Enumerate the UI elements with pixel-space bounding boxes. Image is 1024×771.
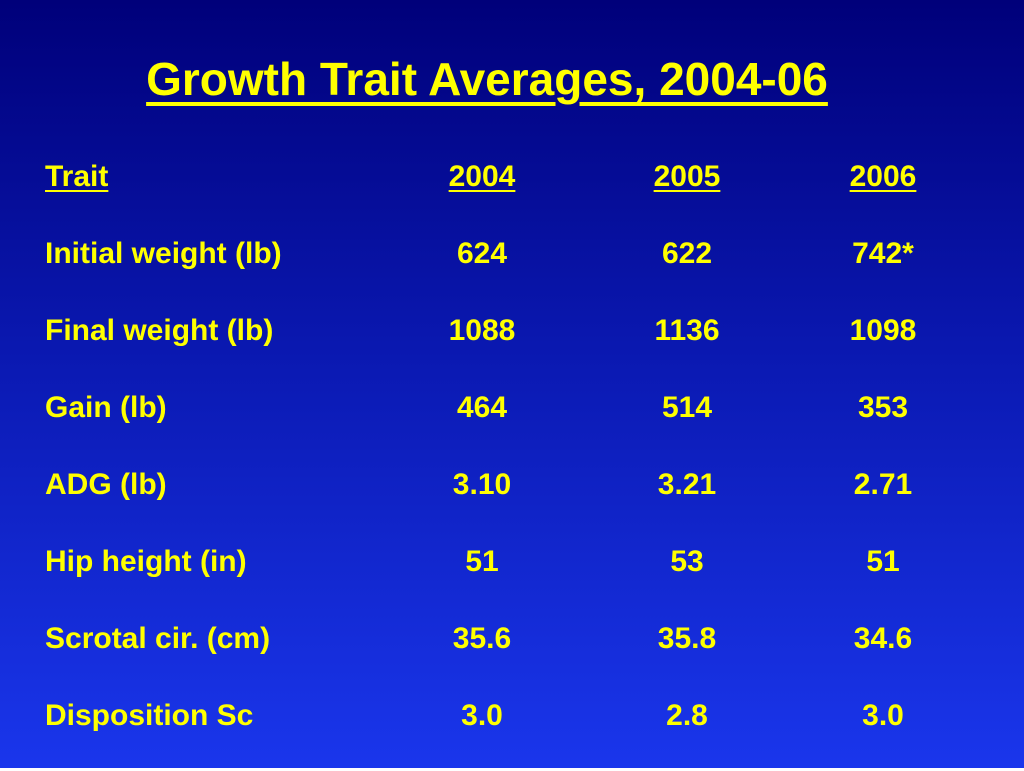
table-row: Scrotal cir. (cm) 35.6 35.8 34.6 <box>45 617 945 694</box>
value-2005: 622 <box>661 237 713 270</box>
trait-label: Gain (lb) <box>45 391 167 424</box>
value-2004: 464 <box>456 391 508 424</box>
value-2004: 3.10 <box>452 468 512 501</box>
value-2005: 35.8 <box>657 622 717 655</box>
value-2004: 624 <box>456 237 508 270</box>
header-2006: 2006 <box>849 160 917 193</box>
value-2004: 51 <box>465 545 499 578</box>
value-2006: 3.0 <box>862 699 904 732</box>
growth-trait-table: Trait 2004 2005 2006 Initial weight (lb)… <box>45 155 945 771</box>
table-row: Gain (lb) 464 514 353 <box>45 386 945 463</box>
value-2004: 1088 <box>448 314 516 347</box>
table-header-row: Trait 2004 2005 2006 <box>45 155 945 232</box>
value-2004: 35.6 <box>452 622 512 655</box>
value-2005: 53 <box>670 545 704 578</box>
value-2006: 34.6 <box>853 622 913 655</box>
trait-label: ADG (lb) <box>45 468 167 501</box>
table-row: Hip height (in) 51 53 51 <box>45 540 945 617</box>
header-trait: Trait <box>45 160 109 193</box>
value-2005: 514 <box>661 391 713 424</box>
table-row: Disposition Sc 3.0 2.8 3.0 <box>45 694 945 771</box>
value-2006: 742* <box>852 237 914 270</box>
slide-title: Growth Trait Averages, 2004-06 <box>146 53 828 105</box>
value-2006: 51 <box>866 545 900 578</box>
header-2005: 2005 <box>653 160 721 193</box>
value-2005: 3.21 <box>657 468 717 501</box>
trait-label: Disposition Sc <box>45 699 254 732</box>
table-row: Initial weight (lb) 624 622 742* <box>45 232 945 309</box>
value-2004: 3.0 <box>461 699 503 732</box>
table-row: Final weight (lb) 1088 1136 1098 <box>45 309 945 386</box>
trait-label: Hip height (in) <box>45 545 247 578</box>
trait-label: Scrotal cir. (cm) <box>45 622 271 655</box>
value-2006: 353 <box>857 391 909 424</box>
trait-label: Final weight (lb) <box>45 314 274 347</box>
value-2005: 1136 <box>654 314 720 347</box>
value-2006: 1098 <box>849 314 917 347</box>
value-2006: 2.71 <box>853 468 913 501</box>
table-row: ADG (lb) 3.10 3.21 2.71 <box>45 463 945 540</box>
trait-label: Initial weight (lb) <box>45 237 282 270</box>
header-2004: 2004 <box>448 160 516 193</box>
value-2005: 2.8 <box>666 699 708 732</box>
